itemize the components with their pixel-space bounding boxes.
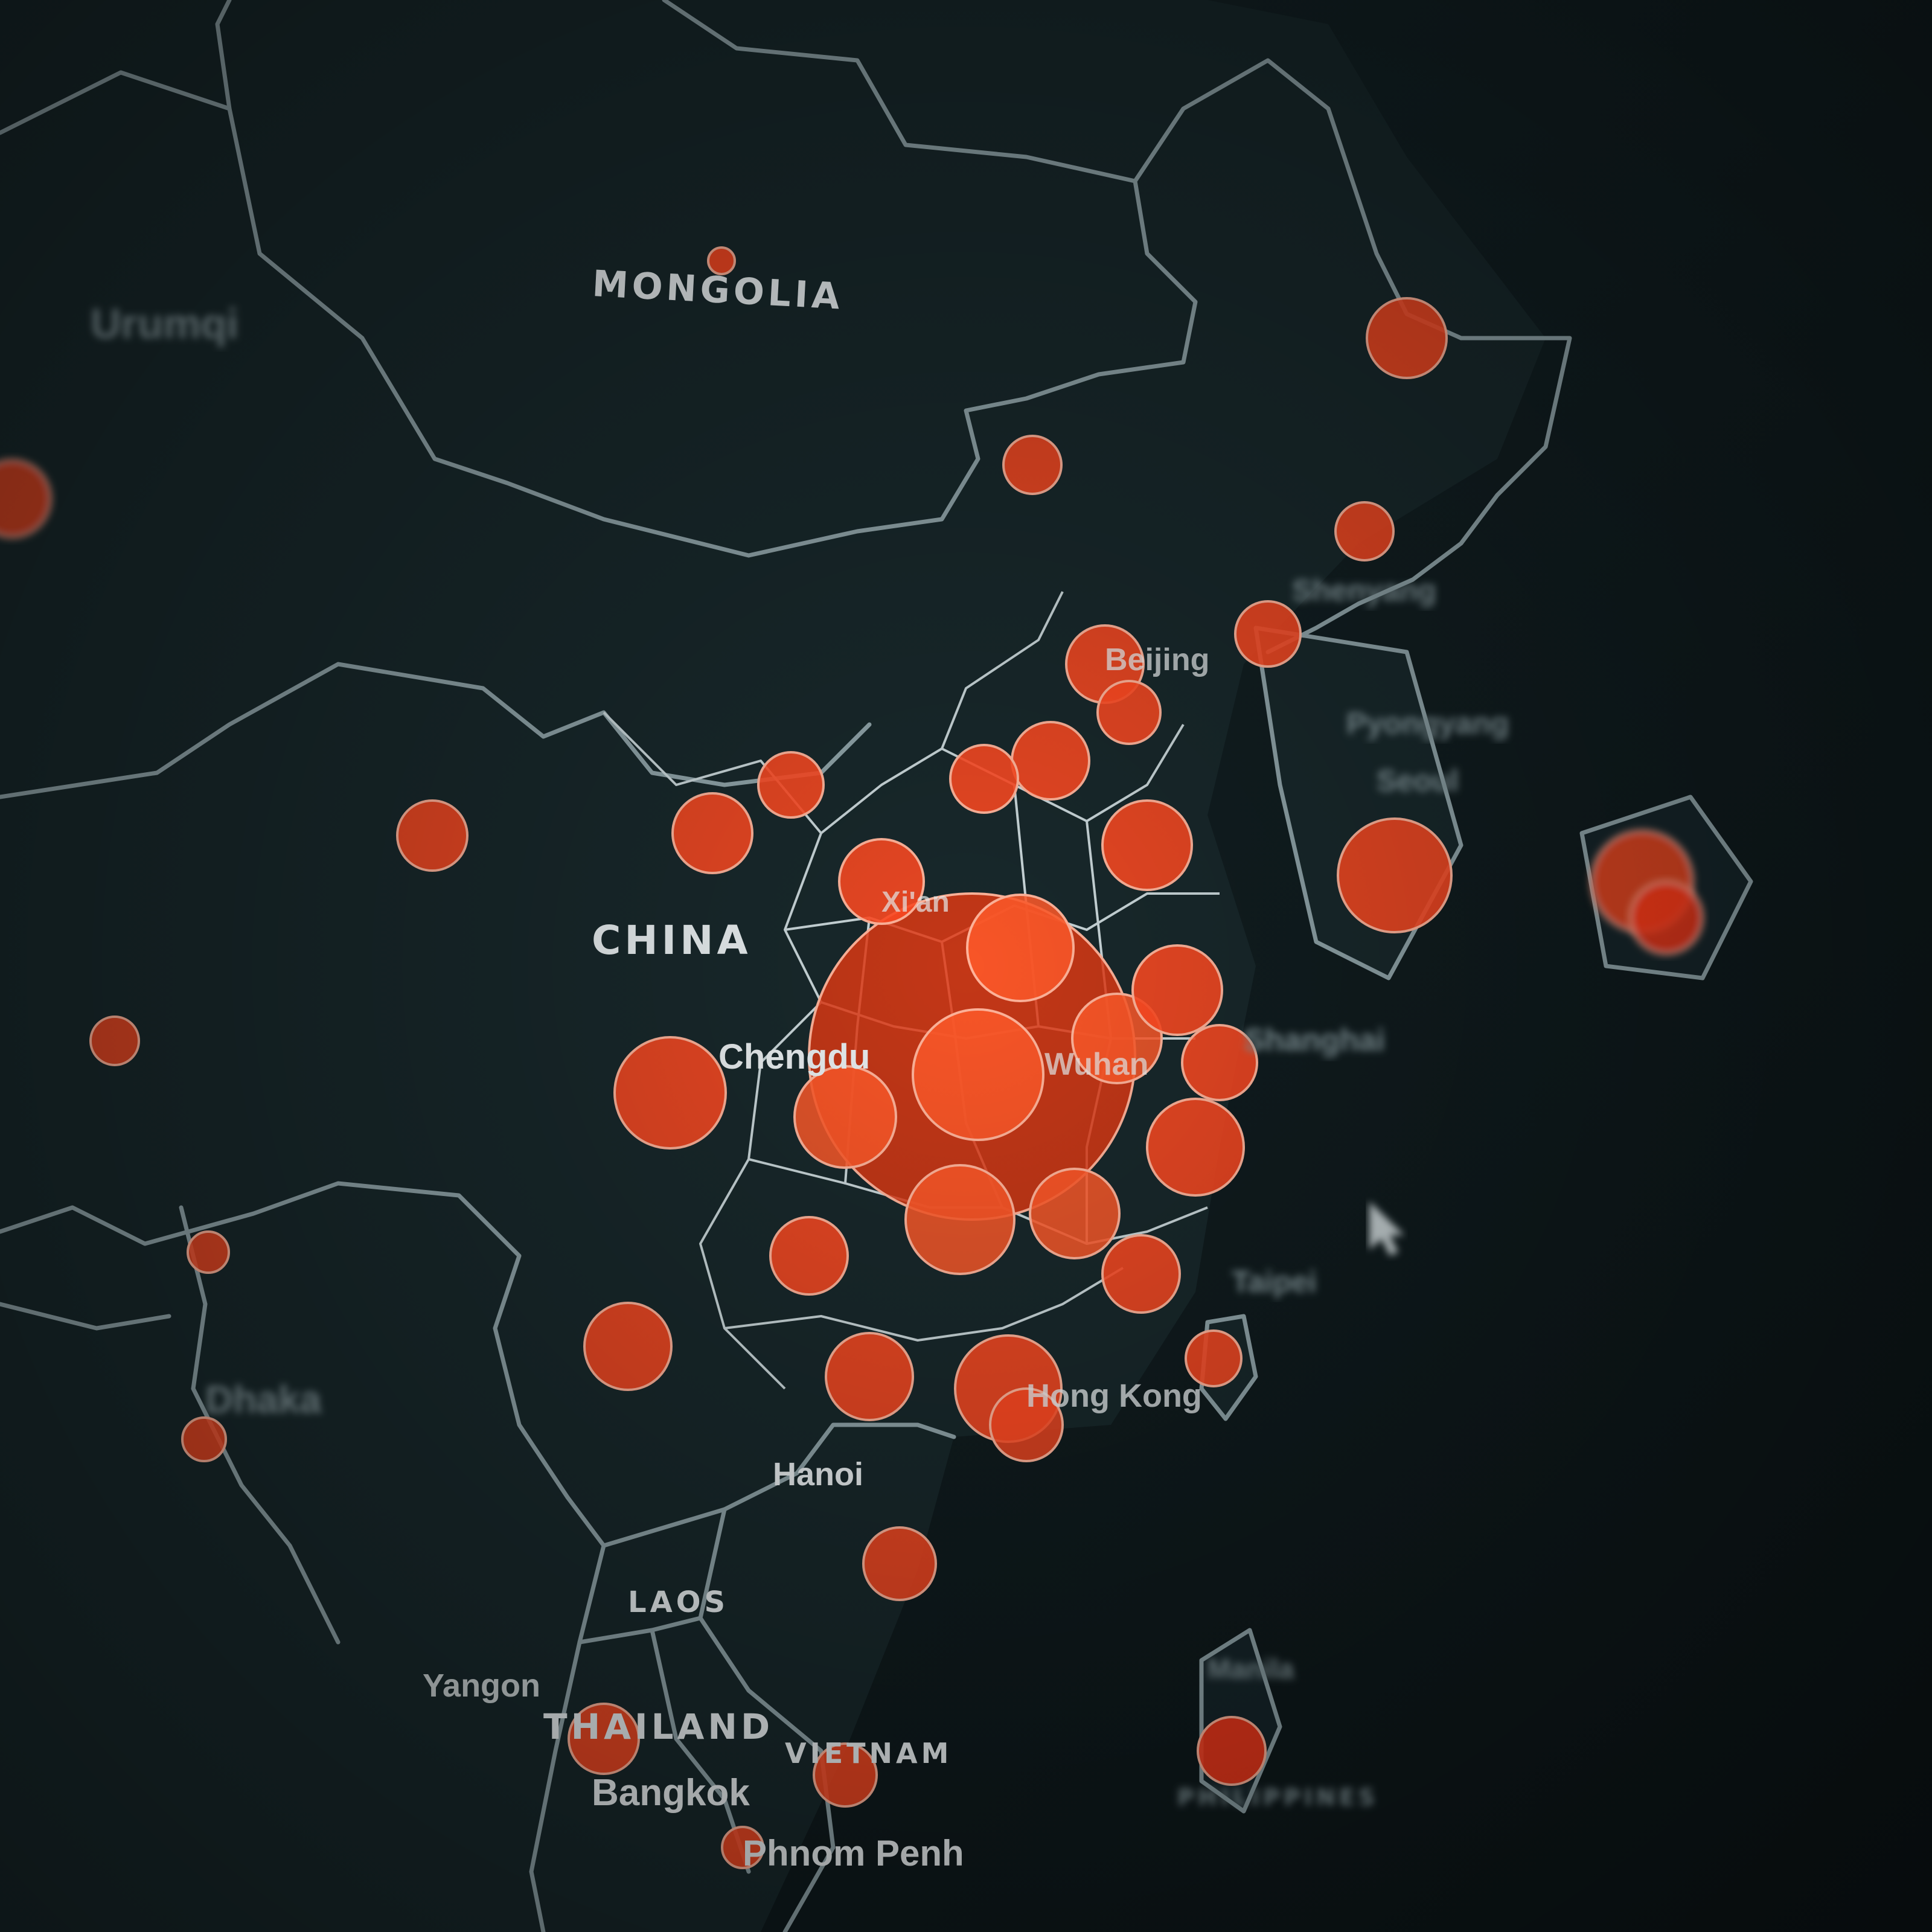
case-bubble[interactable] (613, 1036, 727, 1150)
city-label-seoul: Seoul (1377, 764, 1459, 798)
case-bubble[interactable] (769, 1216, 849, 1296)
city-label-chengdu: Chengdu (718, 1037, 870, 1076)
case-bubble[interactable] (1337, 817, 1453, 933)
case-bubble[interactable] (1366, 297, 1448, 379)
case-bubble[interactable] (181, 1416, 227, 1462)
case-bubble[interactable] (1096, 680, 1162, 745)
case-bubble[interactable] (1131, 944, 1223, 1036)
city-label-bangkok: Bangkok (592, 1772, 750, 1814)
city-label-shanghai: Shanghai (1244, 1023, 1385, 1058)
city-label-taipei: Taipei (1232, 1265, 1317, 1299)
city-label-xian: Xi'an (881, 886, 950, 918)
city-label-pyongyang: Pyongyang (1346, 706, 1509, 740)
case-bubble[interactable] (825, 1332, 914, 1421)
country-label-china: CHINA (592, 917, 752, 964)
case-bubble[interactable] (1629, 880, 1704, 955)
case-bubble[interactable] (187, 1230, 230, 1274)
city-label-shenyang: Shenyang (1292, 574, 1436, 607)
case-bubble[interactable] (1146, 1098, 1245, 1197)
case-bubble[interactable] (904, 1164, 1016, 1275)
case-bubble[interactable] (1334, 501, 1395, 561)
case-bubble[interactable] (583, 1302, 673, 1391)
case-bubble[interactable] (966, 894, 1075, 1002)
city-label-wuhan: Wuhan (1044, 1047, 1148, 1082)
city-label-dhaka: Dhaka (205, 1378, 322, 1421)
case-bubble[interactable] (1101, 1234, 1181, 1314)
case-bubble[interactable] (949, 744, 1019, 814)
case-bubble[interactable] (1197, 1716, 1267, 1786)
case-bubble[interactable] (862, 1526, 937, 1601)
case-bubble[interactable] (757, 751, 825, 819)
city-label-yangon: Yangon (423, 1668, 540, 1704)
city-label-hanoi: Hanoi (773, 1456, 863, 1492)
country-label-vietnam: VIETNAM (785, 1737, 952, 1770)
city-label-beijing: Beijing (1105, 642, 1209, 677)
case-bubble[interactable] (793, 1065, 897, 1169)
city-label-hongkong: Hong Kong (1026, 1378, 1202, 1414)
case-bubble[interactable] (912, 1008, 1044, 1141)
case-bubble[interactable] (1002, 435, 1063, 495)
case-bubble[interactable] (1101, 799, 1193, 891)
country-label-thailand: THAILAND (543, 1706, 773, 1747)
case-bubble[interactable] (1234, 600, 1302, 668)
country-label-laos: LAOS (628, 1585, 729, 1619)
case-bubble[interactable] (89, 1016, 140, 1066)
case-bubble[interactable] (671, 792, 753, 874)
case-bubble[interactable] (1029, 1168, 1121, 1259)
city-label-manila: Manila (1208, 1653, 1294, 1684)
case-bubble[interactable] (1011, 721, 1090, 801)
case-bubble[interactable] (396, 799, 469, 872)
country-label-philippines: PHILIPPINES (1177, 1784, 1378, 1811)
city-label-phnompenh: Phnom Penh (743, 1833, 964, 1873)
city-label-urumqi: Urumqi (91, 300, 238, 347)
